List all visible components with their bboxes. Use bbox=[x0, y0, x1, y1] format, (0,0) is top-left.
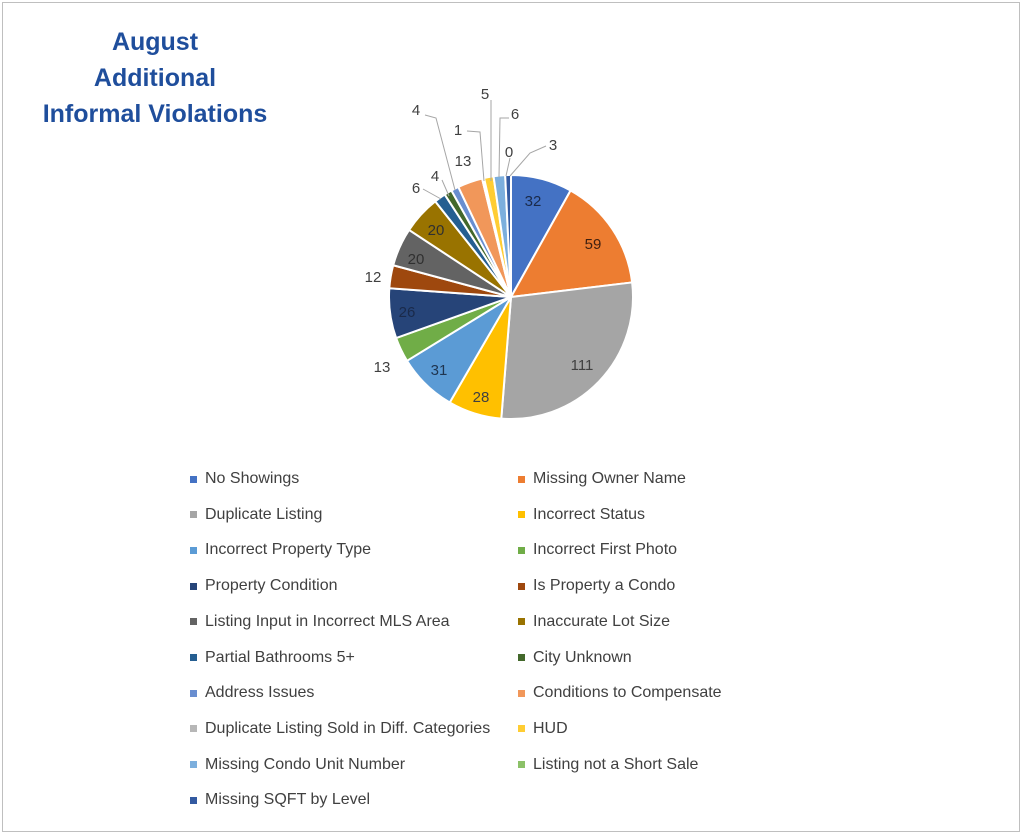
legend-label: Duplicate Listing bbox=[205, 505, 323, 523]
data-label: 28 bbox=[473, 389, 490, 406]
legend-item: Duplicate Listing bbox=[190, 503, 322, 527]
legend-label: Is Property a Condo bbox=[533, 577, 676, 595]
legend-swatch bbox=[190, 725, 197, 733]
leader-line bbox=[422, 188, 442, 200]
legend-item: Incorrect First Photo bbox=[518, 538, 677, 562]
legend-item: Listing Input in Incorrect MLS Area bbox=[190, 610, 450, 634]
legend-item: Incorrect Status bbox=[518, 503, 645, 527]
legend-label: Partial Bathrooms 5+ bbox=[205, 648, 355, 666]
chart-title-line-1: August bbox=[111, 28, 199, 56]
data-label: 13 bbox=[455, 153, 472, 170]
data-label: 6 bbox=[412, 180, 420, 197]
legend-swatch bbox=[518, 582, 525, 590]
legend-item: HUD bbox=[518, 717, 568, 741]
legend-item: Duplicate Listing Sold in Diff. Categori… bbox=[190, 717, 490, 741]
legend-swatch bbox=[190, 654, 197, 661]
leader-line bbox=[466, 130, 485, 182]
legend-item: Missing Owner Name bbox=[518, 467, 686, 491]
leader-line bbox=[441, 179, 450, 197]
data-label: 6 bbox=[511, 106, 519, 123]
legend-label: Missing SQFT by Level bbox=[205, 791, 371, 809]
legend-swatch bbox=[518, 654, 525, 661]
chart-title-line-3: Informal Violations bbox=[42, 100, 268, 128]
legend-item: Listing not a Short Sale bbox=[518, 753, 698, 777]
legend-item: Conditions to Compensate bbox=[518, 681, 722, 705]
legend-swatch bbox=[518, 475, 525, 483]
chart-title: August Additional Informal Violations bbox=[20, 24, 290, 132]
legend-label: Missing Owner Name bbox=[533, 470, 686, 487]
pie-slice-missing-owner-name bbox=[509, 189, 634, 299]
legend-item: No Showings bbox=[190, 467, 299, 491]
data-label: 4 bbox=[431, 168, 439, 185]
legend-swatch bbox=[190, 796, 197, 804]
legend-item: Missing Condo Unit Number bbox=[190, 753, 405, 777]
legend-item: Incorrect Property Type bbox=[190, 538, 371, 562]
data-label: 32 bbox=[525, 193, 542, 210]
legend-swatch bbox=[190, 546, 197, 554]
leader-line bbox=[509, 145, 547, 177]
data-label: 13 bbox=[374, 359, 391, 376]
legend-item: City Unknown bbox=[518, 646, 632, 670]
data-label: 31 bbox=[431, 362, 448, 379]
legend-label: Inaccurate Lot Size bbox=[533, 612, 670, 630]
data-label: 111 bbox=[571, 357, 594, 374]
data-label: 12 bbox=[365, 269, 382, 286]
legend-label: Missing Condo Unit Number bbox=[205, 755, 406, 773]
chart-title-line-2: Additional bbox=[93, 64, 217, 92]
legend-swatch bbox=[190, 689, 197, 697]
data-label: 20 bbox=[408, 251, 425, 268]
legend-swatch bbox=[518, 618, 525, 626]
legend-label: No Showings bbox=[205, 470, 300, 487]
pie-slice-duplicate-listing bbox=[500, 281, 634, 420]
data-label: 1 bbox=[454, 122, 462, 139]
legend-swatch bbox=[190, 761, 197, 769]
legend-label: Listing Input in Incorrect MLS Area bbox=[205, 612, 450, 630]
legend-swatch bbox=[518, 546, 525, 554]
legend-swatch bbox=[518, 511, 525, 519]
legend-label: City Unknown bbox=[533, 648, 632, 666]
data-label: 5 bbox=[481, 86, 489, 103]
legend-swatch bbox=[518, 725, 525, 733]
legend-label: Incorrect Status bbox=[533, 505, 646, 523]
legend-item: Address Issues bbox=[190, 681, 314, 705]
data-label: 20 bbox=[428, 222, 445, 239]
legend-swatch bbox=[190, 618, 197, 626]
legend-label: Incorrect First Photo bbox=[533, 541, 678, 559]
legend-item: Property Condition bbox=[190, 574, 338, 598]
legend-swatch bbox=[190, 475, 197, 483]
legend-label: Listing not a Short Sale bbox=[533, 755, 699, 773]
legend-item: Inaccurate Lot Size bbox=[518, 610, 670, 634]
data-label: 3 bbox=[549, 137, 557, 154]
legend-item: Partial Bathrooms 5+ bbox=[190, 646, 355, 670]
legend-swatch bbox=[518, 761, 525, 769]
leader-line bbox=[505, 157, 511, 177]
data-label: 4 bbox=[412, 102, 420, 119]
leader-line bbox=[424, 114, 456, 191]
legend-item: Missing SQFT by Level bbox=[190, 788, 370, 812]
legend-swatch bbox=[518, 689, 525, 697]
data-label: 0 bbox=[505, 144, 513, 161]
legend-label: Duplicate Listing Sold in Diff. Categori… bbox=[205, 719, 491, 737]
legend-swatch bbox=[190, 511, 197, 519]
legend-label: Property Condition bbox=[205, 577, 338, 595]
legend-item: Is Property a Condo bbox=[518, 574, 675, 598]
leader-line bbox=[498, 117, 509, 178]
data-label: 59 bbox=[585, 236, 602, 253]
legend-label: Address Issues bbox=[205, 684, 315, 702]
data-label: 26 bbox=[399, 304, 416, 321]
legend-label: Conditions to Compensate bbox=[533, 684, 722, 702]
legend-swatch bbox=[190, 582, 197, 590]
legend-label: Incorrect Property Type bbox=[205, 541, 371, 559]
legend-label: HUD bbox=[533, 719, 568, 737]
